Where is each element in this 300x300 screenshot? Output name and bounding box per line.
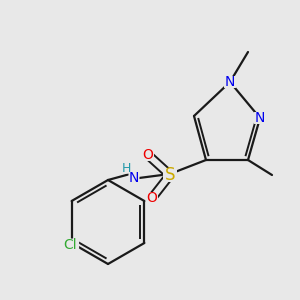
FancyBboxPatch shape: [121, 163, 131, 173]
FancyBboxPatch shape: [146, 192, 158, 204]
Text: O: O: [142, 148, 153, 162]
Text: Cl: Cl: [63, 238, 76, 252]
FancyBboxPatch shape: [163, 168, 177, 182]
FancyBboxPatch shape: [60, 238, 79, 251]
Text: H: H: [121, 161, 131, 175]
Text: O: O: [147, 191, 158, 205]
Text: N: N: [255, 111, 265, 125]
FancyBboxPatch shape: [254, 112, 266, 124]
FancyBboxPatch shape: [128, 172, 140, 184]
Text: N: N: [225, 75, 235, 89]
FancyBboxPatch shape: [142, 149, 154, 161]
Text: S: S: [165, 166, 175, 184]
Text: N: N: [129, 171, 139, 185]
FancyBboxPatch shape: [224, 76, 236, 88]
